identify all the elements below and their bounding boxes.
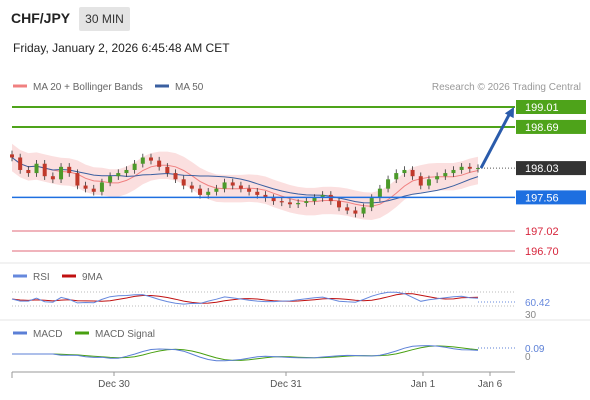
level-label: 196.70 bbox=[525, 246, 559, 258]
price-levels: 199.01 198.69 198.03 197.56 197.02 196.70 bbox=[12, 100, 586, 258]
level-badge bbox=[516, 100, 586, 114]
chart-header: CHF/JPY 30 MIN bbox=[0, 0, 590, 38]
candle-body bbox=[418, 176, 423, 186]
ma50-legend-label: MA 50 bbox=[175, 82, 204, 93]
bollinger-band bbox=[12, 143, 478, 220]
candle-body bbox=[426, 179, 431, 186]
candle-body bbox=[263, 194, 268, 199]
candle-body bbox=[271, 198, 276, 202]
candle-body bbox=[279, 201, 284, 203]
timeframe-button[interactable]: 30 MIN bbox=[79, 7, 130, 31]
candle-body bbox=[124, 169, 129, 174]
macd-legend-label: MACD bbox=[33, 329, 62, 340]
candle-body bbox=[304, 201, 309, 203]
candle-body bbox=[337, 201, 342, 208]
candle-body bbox=[206, 191, 211, 195]
candle-body bbox=[189, 185, 194, 189]
candle-body bbox=[345, 207, 350, 211]
candle-body bbox=[443, 173, 448, 177]
candle-body bbox=[132, 163, 137, 170]
candle-body bbox=[50, 176, 55, 180]
rsi-line bbox=[11, 291, 479, 305]
macd-signal-line bbox=[12, 345, 479, 361]
candle-body bbox=[91, 188, 96, 192]
symbol-title: CHF/JPY bbox=[11, 10, 71, 26]
candle-body bbox=[99, 182, 104, 192]
candle-body bbox=[222, 182, 227, 189]
candle-body bbox=[238, 185, 243, 189]
level-label: 197.02 bbox=[525, 226, 559, 238]
rsi-tick-30: 30 bbox=[525, 310, 537, 321]
candle-body bbox=[296, 203, 301, 205]
candle-body bbox=[214, 188, 219, 192]
candle-body bbox=[157, 160, 162, 167]
x-label-jan1: Jan 1 bbox=[411, 379, 436, 390]
candle-body bbox=[353, 210, 358, 214]
candle-body bbox=[108, 176, 113, 183]
chart-datetime: Friday, January 2, 2026 6:45:48 AM CET bbox=[13, 41, 230, 55]
x-label-dec31: Dec 31 bbox=[270, 379, 302, 390]
candle-body bbox=[410, 169, 415, 177]
level-label: 197.56 bbox=[525, 192, 559, 204]
candle-body bbox=[459, 166, 464, 170]
candle-body bbox=[59, 166, 64, 180]
macd-zero-tick: 0 bbox=[525, 352, 531, 363]
candle-body bbox=[361, 207, 366, 214]
candle-body bbox=[467, 166, 472, 169]
candle-body bbox=[198, 188, 203, 195]
forecast-arrowhead bbox=[504, 107, 514, 119]
level-badge bbox=[516, 161, 586, 176]
candle-body bbox=[116, 173, 121, 177]
candle-body bbox=[83, 185, 88, 189]
x-label-dec30: Dec 30 bbox=[98, 379, 130, 390]
research-credit: Research © 2026 Trading Central bbox=[432, 82, 581, 93]
candle-body bbox=[26, 169, 31, 174]
candle-body bbox=[320, 194, 325, 199]
candle-body bbox=[165, 166, 170, 174]
candle-body bbox=[42, 163, 47, 177]
candlesticks bbox=[10, 150, 480, 218]
candle-body bbox=[255, 191, 260, 195]
level-label: 198.69 bbox=[525, 122, 559, 134]
candle-body bbox=[435, 176, 440, 180]
candle-body bbox=[386, 179, 391, 189]
rsi-value-bg bbox=[520, 296, 570, 309]
candle-body bbox=[377, 188, 382, 199]
rsi-legend-label: RSI bbox=[33, 272, 50, 283]
candle-body bbox=[287, 202, 292, 205]
macd-value: 0.09 bbox=[525, 344, 545, 355]
candle-body bbox=[75, 173, 80, 186]
level-label: 198.03 bbox=[525, 163, 559, 175]
candle-body bbox=[247, 188, 252, 192]
candle-body bbox=[312, 198, 317, 202]
candle-body bbox=[394, 173, 399, 180]
candle-body bbox=[67, 166, 72, 174]
candle-body bbox=[369, 198, 374, 208]
candle-body bbox=[173, 173, 178, 180]
candle-body bbox=[230, 182, 235, 186]
candle-body bbox=[148, 157, 153, 161]
level-badge bbox=[516, 190, 586, 205]
candle-body bbox=[10, 154, 14, 158]
signal-legend-label: MACD Signal bbox=[95, 329, 155, 340]
candle-body bbox=[451, 169, 456, 174]
level-label: 199.01 bbox=[525, 102, 559, 114]
ma20-line bbox=[11, 157, 479, 207]
candle-body bbox=[34, 163, 39, 174]
macd-line bbox=[12, 345, 479, 362]
rsi9-legend-label: 9MA bbox=[82, 272, 103, 283]
candle-body bbox=[140, 157, 145, 164]
forecast-arrow bbox=[479, 112, 512, 169]
x-label-jan6: Jan 6 bbox=[478, 379, 503, 390]
rsi-value: 60.42 bbox=[525, 298, 550, 309]
candle-body bbox=[402, 169, 407, 174]
level-badge bbox=[516, 119, 586, 134]
rsi9-line bbox=[11, 293, 479, 304]
candle-body bbox=[18, 157, 23, 170]
candle-body bbox=[181, 179, 186, 186]
ma20-legend-label: MA 20 + Bollinger Bands bbox=[33, 82, 143, 93]
